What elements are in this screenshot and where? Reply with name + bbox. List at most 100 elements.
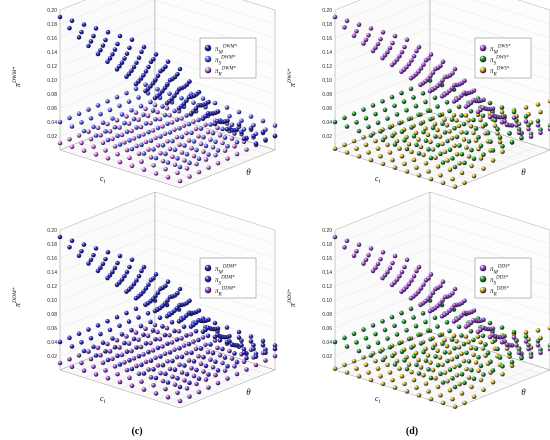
data-point (450, 176, 455, 182)
data-point (222, 148, 228, 153)
data-point (143, 359, 149, 365)
data-point (229, 342, 235, 347)
data-point (217, 132, 223, 138)
svg-text:πDDS*: πDDS* (287, 289, 297, 307)
z-tick-label: 0.18 (322, 22, 332, 28)
data-point (449, 356, 455, 362)
data-point (193, 329, 199, 334)
data-point (476, 368, 481, 374)
data-point (174, 337, 180, 342)
data-point (205, 129, 211, 135)
data-point (172, 367, 178, 372)
data-point (423, 277, 429, 283)
data-point (402, 381, 407, 387)
data-point (177, 142, 182, 147)
data-point (141, 44, 147, 50)
data-point (248, 339, 254, 344)
data-point (150, 108, 156, 113)
data-point (170, 154, 175, 160)
data-point (428, 116, 433, 122)
data-point (152, 102, 158, 108)
data-point (251, 346, 256, 352)
data-point (461, 121, 467, 127)
data-point (129, 107, 134, 113)
data-point (234, 151, 240, 157)
data-point (394, 358, 400, 364)
data-point (115, 151, 120, 157)
data-point (184, 166, 190, 171)
data-point (172, 347, 177, 352)
data-point (509, 139, 515, 145)
data-point (459, 170, 465, 176)
data-point (98, 265, 103, 271)
data-point (380, 161, 386, 167)
data-point (538, 335, 543, 341)
data-point (179, 370, 185, 375)
data-point (509, 363, 515, 368)
z-tick-label: 0.08 (47, 92, 57, 98)
data-point (174, 134, 180, 140)
data-point (162, 85, 168, 91)
data-point (200, 96, 206, 101)
data-point (432, 95, 438, 101)
z-tick-label: 0.12 (322, 284, 332, 290)
data-point (404, 257, 410, 263)
data-point (452, 184, 458, 189)
data-point (241, 350, 247, 356)
data-point (88, 356, 94, 362)
data-point (81, 368, 87, 373)
data-point (146, 367, 151, 372)
z-tick-label: 0.12 (322, 64, 332, 70)
data-point (389, 314, 395, 320)
data-point (504, 346, 510, 351)
data-point (81, 348, 87, 354)
data-point (409, 345, 414, 350)
data-point (463, 324, 469, 329)
z-tick-label: 0.18 (322, 242, 332, 248)
data-point (423, 381, 429, 386)
data-point (176, 328, 182, 334)
data-point (363, 362, 369, 368)
data-point (514, 122, 519, 128)
data-point (143, 341, 149, 346)
data-point (143, 286, 149, 291)
data-point (170, 358, 175, 364)
data-point (215, 160, 221, 166)
data-point (107, 349, 113, 354)
data-point (208, 137, 213, 142)
data-point (164, 105, 170, 111)
data-point (404, 134, 409, 140)
data-point (408, 306, 414, 312)
data-point (492, 123, 498, 128)
data-point (478, 156, 484, 161)
z-tick-label: 0.16 (47, 36, 57, 42)
data-point (134, 125, 139, 130)
data-point (440, 380, 446, 385)
data-point (165, 394, 171, 400)
data-point (196, 376, 202, 381)
data-point (452, 82, 457, 88)
z-tick-label: 0.14 (47, 270, 57, 276)
data-point (153, 355, 158, 361)
data-point (115, 41, 120, 47)
data-point (244, 367, 249, 372)
data-point (150, 128, 156, 133)
data-point (516, 350, 522, 356)
data-point (416, 357, 421, 363)
data-point (462, 180, 467, 185)
data-point (411, 377, 417, 383)
legend-label: πSDDS* (490, 276, 509, 287)
data-point (157, 116, 163, 122)
data-point (229, 356, 235, 361)
data-point (444, 122, 450, 128)
data-point (162, 351, 168, 357)
data-point (471, 337, 476, 343)
data-point (361, 354, 366, 360)
data-point (471, 376, 477, 381)
data-point (481, 152, 486, 157)
data-point (146, 282, 151, 287)
data-point (413, 323, 419, 329)
data-point (248, 334, 254, 339)
data-point (196, 389, 202, 395)
